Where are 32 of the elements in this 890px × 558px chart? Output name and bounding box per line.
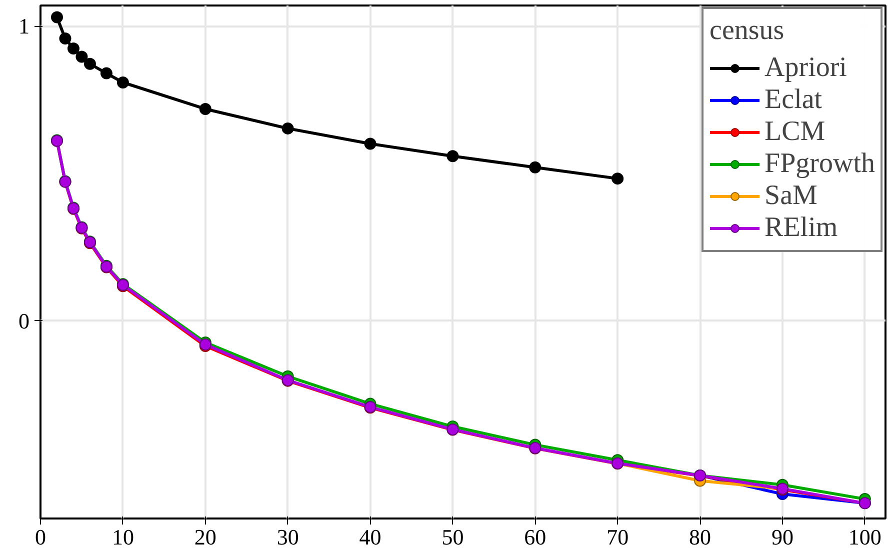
x-tick-label: 70 (606, 524, 629, 550)
legend-label: Eclat (764, 84, 822, 116)
point (529, 161, 542, 174)
x-tick-label: 90 (771, 524, 794, 550)
x-tick-label: 60 (524, 524, 546, 550)
point (50, 11, 63, 24)
point (76, 50, 88, 63)
x-tick-label: 30 (276, 524, 299, 550)
x-tick-label: 50 (442, 524, 464, 550)
x-tick-label: 0 (35, 524, 46, 550)
point (84, 58, 96, 70)
legend-label: Apriori (764, 52, 847, 84)
x-tick-label: 80 (689, 524, 712, 550)
x-tick-label: 100 (848, 524, 882, 550)
legend-label: FPgrowth (764, 148, 875, 180)
legend-label: SaM (764, 180, 818, 212)
y-tick-label: 1 (18, 14, 30, 39)
point (282, 122, 294, 134)
point (612, 172, 624, 185)
legend-label: RElim (764, 212, 838, 244)
point (364, 138, 376, 150)
legend-title: census (710, 15, 786, 47)
x-tick-label: 20 (194, 524, 216, 550)
point (199, 102, 212, 115)
legend-label: LCM (764, 116, 826, 148)
point (59, 32, 72, 45)
point (67, 42, 80, 55)
x-tick-label: 10 (112, 524, 134, 550)
x-tick-label: 40 (359, 524, 382, 550)
point (116, 76, 129, 88)
point (100, 67, 112, 80)
point (446, 150, 459, 162)
